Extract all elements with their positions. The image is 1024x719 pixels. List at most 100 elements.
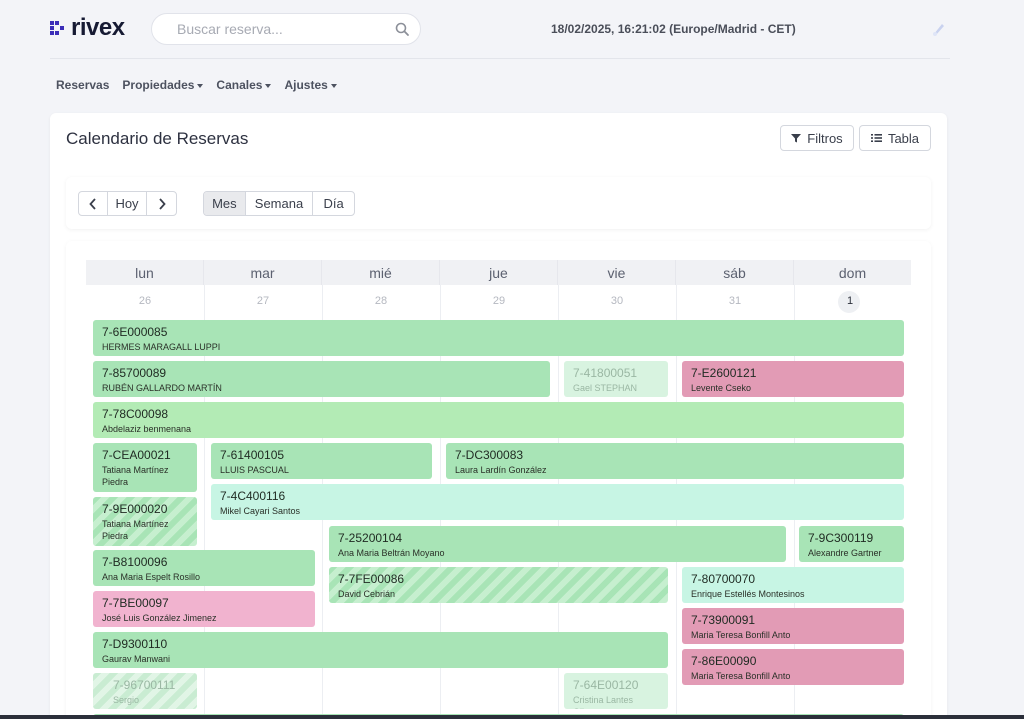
next-button[interactable]	[147, 192, 176, 215]
guest-name: Cristina Lantes Olivera	[573, 695, 634, 709]
today-marker	[838, 291, 860, 313]
reservation-event[interactable]: 7-64E00120 Cristina Lantes Olivera	[564, 673, 668, 709]
nav-item-canales[interactable]: Canales	[216, 78, 272, 92]
reservation-code: 7-41800051	[573, 366, 638, 380]
chevron-left-icon	[89, 197, 96, 210]
day-number[interactable]: 26	[138, 295, 152, 307]
reservation-code: 7-DC300083	[455, 448, 524, 462]
day-number[interactable]: 30	[610, 295, 624, 307]
reservation-event[interactable]: 7-6E000085 HERMES MARAGALL LUPPI	[93, 320, 904, 356]
filters-label: Filtros	[807, 130, 843, 146]
calendar-toolbar: Hoy Mes Semana Día	[66, 177, 931, 229]
day-number[interactable]: 28	[374, 295, 388, 307]
guest-name: Laura Lardín González	[455, 465, 547, 475]
chevron-right-icon	[158, 197, 166, 210]
guest-name: Gaurav Manwani	[102, 654, 171, 664]
guest-name: Tatiana Martínez Piedra	[102, 519, 169, 541]
reservation-code: 7-D9300110	[102, 637, 168, 651]
guest-name: Levente Cseko	[691, 383, 752, 393]
search-input[interactable]	[177, 14, 397, 44]
view-week-button[interactable]: Semana	[246, 192, 314, 215]
guest-name: Maria Teresa Bonfill Anto	[691, 630, 791, 640]
view-month-button[interactable]: Mes	[204, 192, 246, 215]
reservation-code: 7-64E00120	[573, 678, 639, 692]
reservation-event[interactable]: 7-9C300119 Alexandre Gartner	[799, 526, 904, 562]
chevron-down-icon	[197, 83, 204, 88]
reservation-event[interactable]: 7-78C00098 Abdelaziz benmenana	[93, 402, 904, 438]
day-number[interactable]: 29	[492, 295, 506, 307]
reservation-code: 7-6E000085	[102, 325, 168, 339]
main-nav: Reservas Propiedades Canales Ajustes	[56, 78, 337, 92]
reservation-event[interactable]: 7-7FE00086 David Cebrián	[329, 567, 668, 603]
reservation-event[interactable]: 7-80700070 Enrique Estellés Montesinos	[682, 567, 904, 603]
reservation-event[interactable]: 7-E2600121 Levente Cseko	[682, 361, 904, 397]
reservation-event[interactable]: 7-61400105 LLUIS PASCUAL	[211, 443, 432, 479]
nav-item-propiedades[interactable]: Propiedades	[122, 78, 204, 92]
nav-item-ajustes[interactable]: Ajustes	[284, 78, 337, 92]
weekday-header: mié	[322, 260, 440, 285]
page-title: Calendario de Reservas	[66, 129, 249, 148]
day-number-today[interactable]: 1	[846, 295, 854, 307]
weekday-header: jue	[440, 260, 558, 285]
guest-name: Tatiana Martínez Piedra	[102, 465, 169, 487]
reservation-event[interactable]: 7-25200104 Ana Maria Beltrán Moyano	[329, 526, 786, 562]
day-number[interactable]: 31	[728, 295, 742, 307]
search-icon[interactable]	[394, 21, 410, 37]
guest-name: Ana Maria Beltrán Moyano	[338, 548, 445, 558]
reservation-event[interactable]: 7-D9300110 Gaurav Manwani	[93, 632, 668, 668]
reservation-code: 7-B8100096	[102, 555, 168, 569]
header-divider	[50, 58, 950, 59]
reservation-code: 7-9C300119	[808, 531, 874, 545]
reservation-event[interactable]: 7-85700089 RUBÉN GALLARDO MARTÍN	[93, 361, 550, 397]
reservation-event[interactable]: 7-73900091 Maria Teresa Bonfill Anto	[682, 608, 904, 644]
view-switcher: Mes Semana Día	[203, 191, 355, 216]
guest-name: LLUIS PASCUAL	[220, 465, 289, 475]
logo-text: rivex	[71, 14, 125, 41]
reservation-event[interactable]: 7-86E00090 Maria Teresa Bonfill Anto	[682, 649, 904, 685]
view-day-button[interactable]: Día	[323, 196, 344, 211]
theme-toggle-icon[interactable]	[930, 20, 948, 38]
reservation-event[interactable]: 7-41800051 Gael STEPHAN	[564, 361, 668, 397]
reservation-code: 7-80700070	[691, 572, 756, 586]
reservation-event[interactable]: 7-B8100096 Ana Maria Espelt Rosillo	[93, 550, 315, 586]
logo-mark-icon	[50, 20, 65, 36]
reservation-event[interactable]: 7-DC300083 Laura Lardín González	[446, 443, 904, 479]
reservation-event[interactable]: 7-9E000020 Tatiana Martínez Piedra	[93, 497, 197, 546]
day-number[interactable]: 27	[256, 295, 270, 307]
reservation-code: 7-61400105	[220, 448, 285, 462]
reservation-code: 7-CEA00021	[102, 448, 171, 462]
prev-button[interactable]	[79, 192, 108, 215]
reservation-code: 7-85700089	[102, 366, 167, 380]
current-datetime: 18/02/2025, 16:21:02 (Europe/Madrid - CE…	[551, 22, 796, 36]
chevron-down-icon	[265, 83, 272, 88]
reservation-event[interactable]: 7-4C400116 Mikel Cayari Santos	[211, 484, 904, 520]
window-bottom-edge	[0, 715, 1024, 719]
search-box[interactable]	[151, 13, 421, 45]
column-divider	[204, 285, 205, 719]
reservation-code: 7-E2600121	[691, 366, 757, 380]
app-logo[interactable]: rivex	[50, 15, 125, 41]
guest-name: RUBÉN GALLARDO MARTÍN	[102, 383, 222, 393]
weekday-header: lun	[86, 260, 204, 285]
nav-item-reservas[interactable]: Reservas	[56, 78, 110, 92]
guest-name: Mikel Cayari Santos	[220, 506, 301, 516]
filters-button[interactable]: Filtros	[780, 125, 854, 151]
guest-name: Alexandre Gartner	[808, 548, 882, 558]
reservation-event[interactable]: 7-7BE00097 José Luis González Jimenez	[93, 591, 315, 627]
weekday-header: mar	[204, 260, 322, 285]
reservation-event[interactable]: 7-CEA00021 Tatiana Martínez Piedra	[93, 443, 197, 492]
calendar-card: Calendario de Reservas Filtros Tabla Hoy…	[50, 113, 947, 719]
reservation-code: 7-7FE00086	[338, 572, 405, 586]
guest-name: Gael STEPHAN	[573, 383, 638, 393]
reservation-code: 7-73900091	[691, 613, 756, 627]
filter-icon	[791, 134, 802, 143]
reservation-code: 7-25200104	[338, 531, 403, 545]
table-view-button[interactable]: Tabla	[859, 125, 931, 151]
reservation-code: 7-7BE00097	[102, 596, 169, 610]
reservation-event[interactable]: 7-96700111 Sergio	[93, 673, 197, 709]
guest-name: Sergio	[113, 695, 140, 705]
guest-name: HERMES MARAGALL LUPPI	[102, 342, 221, 352]
guest-name: David Cebrián	[338, 589, 396, 599]
top-bar: rivex 18/02/2025, 16:21:02 (Europe/Madri…	[0, 0, 1024, 58]
today-button[interactable]: Hoy	[108, 192, 148, 215]
